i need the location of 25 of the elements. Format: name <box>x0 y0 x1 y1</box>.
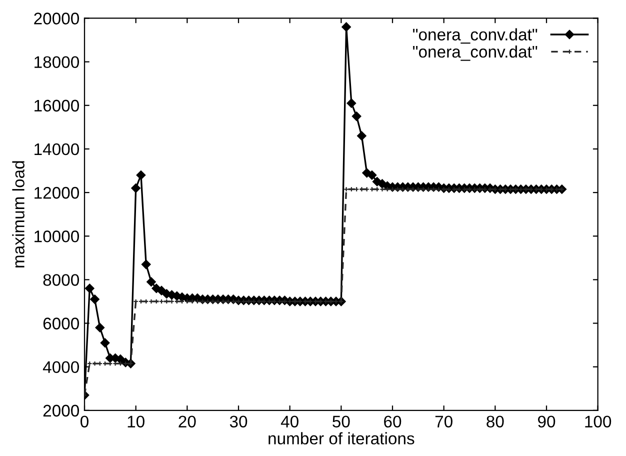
x-tick-label: 60 <box>384 416 402 428</box>
x-tick-label: 30 <box>230 416 248 428</box>
legend-label: "onera_conv.dat" <box>413 28 538 44</box>
x-tick-label: 40 <box>280 416 298 428</box>
y-axis-title: maximum load <box>12 161 24 268</box>
x-tick-label: 90 <box>538 416 556 428</box>
legend-label: "onera_conv.dat" <box>413 45 538 61</box>
y-tick-label: 12000 <box>34 186 79 199</box>
y-tick-label: 16000 <box>34 100 79 112</box>
y-tick-label: 6000 <box>43 318 79 330</box>
y-tick-label: 14000 <box>34 143 79 156</box>
x-tick-label: 80 <box>486 416 504 428</box>
y-tick-label: 2000 <box>43 404 79 417</box>
y-tick-label: 8000 <box>43 274 79 286</box>
x-axis-title: number of iterations <box>268 432 414 444</box>
y-tick-label: 4000 <box>42 361 79 374</box>
x-tick-label: 20 <box>178 416 196 428</box>
x-tick-label: 50 <box>332 416 350 428</box>
y-tick-label: 18000 <box>34 56 79 68</box>
y-tick-label: 10000 <box>34 230 79 242</box>
x-tick-label: 10 <box>128 416 144 428</box>
x-tick-label: 70 <box>435 416 452 428</box>
x-tick-label: 0 <box>80 416 88 428</box>
x-tick-label: 100 <box>585 416 612 428</box>
y-tick-label: 20000 <box>34 12 79 24</box>
